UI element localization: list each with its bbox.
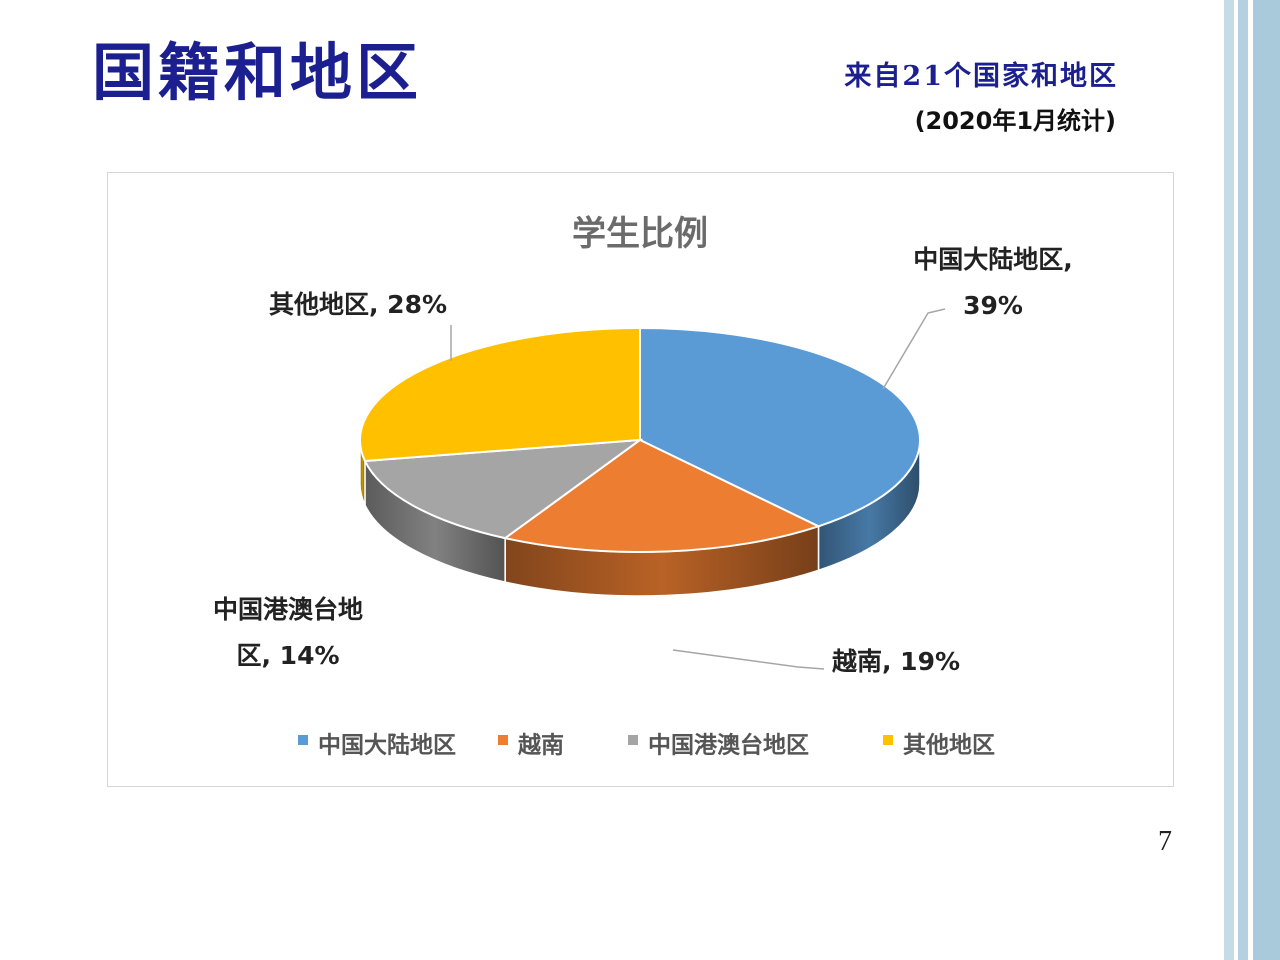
data-label-0: 中国大陆地区, [913, 245, 1073, 274]
data-label-1: 越南, 19% [832, 647, 960, 676]
legend-item-1: 越南 [498, 733, 564, 759]
legend-swatch [498, 735, 508, 745]
statistics-date-note: (2020年1月统计) [914, 107, 1116, 135]
data-label-2: 区, 14% [236, 641, 339, 670]
slide-subtitle: 来自21个国家和地区 [844, 61, 1118, 92]
legend-label: 越南 [518, 733, 564, 759]
leader-line-0 [882, 308, 946, 390]
legend-item-3: 其他地区 [883, 733, 995, 759]
leader-line-1 [672, 649, 825, 670]
legend-label: 中国大陆地区 [318, 733, 456, 759]
pie-slice-1 [502, 438, 822, 553]
pie-slice-0 [639, 326, 921, 528]
data-label-3: 其他地区, 28% [269, 290, 447, 319]
pie-slice-3 [359, 326, 641, 463]
legend-label: 其他地区 [903, 733, 995, 759]
chart-title: 学生比例 [572, 214, 708, 254]
chart-frame: 学生比例 中国大陆地区, 39% 越南, 19% 中国港澳台地 区, 14% 其他地区, … [107, 172, 1174, 787]
legend-item-2: 中国港澳台地区 [628, 732, 809, 759]
page-number: 7 [1158, 826, 1172, 857]
legend-swatch [883, 735, 893, 745]
legend-label: 中国港澳台地区 [648, 732, 809, 759]
legend-item-0: 中国大陆地区 [298, 733, 456, 759]
slide-title: 国籍和地区 [92, 36, 423, 109]
legend-swatch [628, 735, 638, 745]
legend-swatch [298, 735, 308, 745]
decorative-side-stripes [1224, 0, 1280, 960]
data-label-0: 39% [963, 291, 1023, 320]
pie-slice-2 [363, 438, 644, 540]
pie-chart: 学生比例 中国大陆地区, 39% 越南, 19% 中国港澳台地区, 14% 其他地区, … [213, 214, 1073, 759]
data-label-2: 中国港澳台地 [213, 595, 363, 624]
